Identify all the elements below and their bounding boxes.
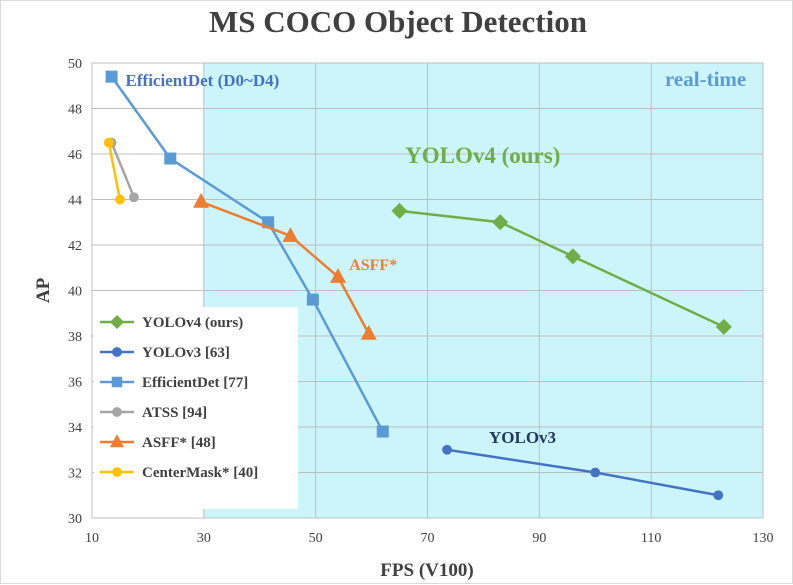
legend-label-centermask-40: CenterMask* [40] [142,465,258,481]
legend-marker-yolov4-ours [110,315,124,329]
legend-marker-efficientdet-77 [111,376,123,388]
x-tick-label: 10 [85,531,99,546]
y-tick-label: 44 [68,194,82,209]
x-axis-label: FPS (V100) [380,560,473,581]
data-point-yolov4-ours [391,202,408,219]
legend-label-yolov3-63: YOLOv3 [63] [142,345,230,361]
annotation-real-time: real-time [665,67,746,91]
legend-label-atss-94: ATSS [94] [142,405,207,421]
series-centermask-40 [103,137,125,205]
x-tick-label: 30 [197,531,211,546]
series-asff-48 [193,192,377,340]
series-line-centermask-40 [107,142,122,200]
data-point-asff-48 [193,192,210,208]
data-point-yolov3-63 [590,467,601,478]
data-point-asff-48 [330,268,347,283]
legend-marker-asff-48 [110,434,124,448]
y-tick-label: 50 [68,57,82,72]
data-point-yolov3-63 [442,444,452,455]
y-tick-label: 40 [68,285,82,300]
legend-item-centermask-40: CenterMask* [40] [100,465,258,481]
x-tick-label: 130 [753,531,774,546]
legend-item-efficientdet-77: EfficientDet [77] [100,375,248,391]
data-point-efficientdet-77 [306,293,319,306]
legend-item-yolov4-ours: YOLOv4 (ours) [100,315,243,331]
y-tick-label: 32 [68,467,82,482]
data-point-yolov4-ours [564,248,581,265]
data-point-asff-48 [282,227,299,242]
annotation-layer: EfficientDet (D0~D4) real-time YOLOv4 (our… [126,67,747,447]
series-line-atss-94 [110,142,136,198]
series-layer [103,70,732,501]
data-point-atss-94 [129,192,139,203]
x-tick-label: 70 [421,531,435,546]
legend-marker-centermask-40 [112,467,122,477]
x-tick-label: 50 [309,531,323,546]
legend-item-yolov3-63: YOLOv3 [63] [100,345,230,361]
data-point-centermask-40 [115,194,125,205]
y-axis-label: AP [33,277,54,303]
y-tick-label: 42 [68,239,82,254]
chart-title: MS COCO Object Detection [209,4,587,39]
legend: YOLOv4 (ours) YOLOv3 [63] EfficientDet [77… [94,307,298,509]
y-tick-label: 48 [68,103,82,118]
data-point-yolov3-63 [713,490,724,501]
data-point-asff-48 [360,324,377,340]
series-yolov3-63 [442,444,724,501]
series-yolov4-ours [391,202,732,335]
annotation-efficientdet-d0-d4: EfficientDet (D0~D4) [126,71,280,90]
y-tick-label: 36 [68,376,82,391]
y-tick-label: 34 [68,421,82,436]
series-efficientdet-77 [105,70,389,438]
data-point-centermask-40 [103,137,114,148]
legend-background [94,307,298,509]
legend-item-asff-48: ASFF* [48] [100,434,216,451]
data-point-efficientdet-77 [376,425,389,438]
annotation-yolov4-ours: YOLOv4 (ours) [405,143,560,168]
legend-marker-atss-94 [112,407,122,417]
y-tick-label: 46 [68,148,82,163]
data-point-efficientdet-77 [105,70,118,83]
plot-border [91,62,764,519]
legend-label-yolov4-ours: YOLOv4 (ours) [142,315,243,331]
legend-item-atss-94: ATSS [94] [100,405,207,421]
data-point-efficientdet-77 [164,152,177,165]
series-line-asff-48 [200,200,370,335]
annotation-asff: ASFF* [349,257,397,274]
data-point-yolov4-ours [492,214,509,231]
y-tick-label: 30 [68,512,82,527]
annotation-yolov3: YOLOv3 [489,428,556,447]
y-tick-label: 38 [68,330,82,345]
legend-label-asff-48: ASFF* [48] [142,435,216,451]
legend-label-efficientdet-77: EfficientDet [77] [142,375,248,391]
data-point-yolov4-ours [715,318,732,335]
series-line-yolov4-ours [399,209,725,329]
x-tick-label: 90 [532,531,546,546]
x-tick-label: 110 [641,531,661,546]
legend-marker-yolov3-63 [112,347,122,357]
series-atss-94 [106,137,139,203]
